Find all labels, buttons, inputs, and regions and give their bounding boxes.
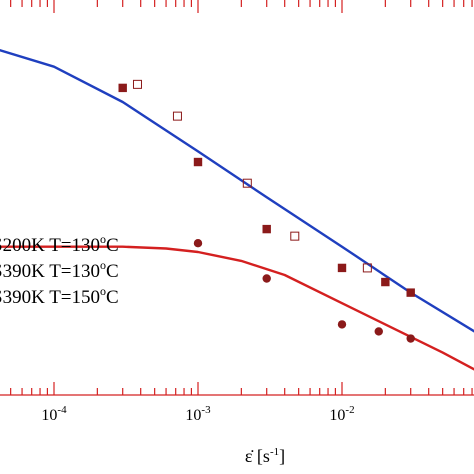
- x-tick-labels: 10-410-310-210-1: [41, 404, 474, 424]
- data-point-square-open: [242, 178, 252, 188]
- data-point-circle: [193, 239, 203, 248]
- legend-entry-2: S390K T=130oC: [0, 258, 119, 282]
- legend-entry-3: S390K T=150oC: [0, 284, 119, 308]
- data-point-circle: [337, 320, 347, 329]
- x-tick-label: 10-4: [41, 404, 67, 424]
- fit-curves: [0, 49, 474, 371]
- legend-entry-1: S200K T=130oC: [0, 232, 119, 256]
- data-point-square-open: [362, 263, 372, 273]
- fit-curve-2: [0, 245, 474, 371]
- fit-curve-1: [0, 49, 474, 333]
- data-points: [118, 79, 415, 343]
- data-point-square-open: [132, 79, 142, 89]
- data-point-circle: [262, 274, 271, 283]
- data-point-circle: [374, 327, 383, 336]
- x-tick-label: 10-2: [329, 404, 354, 424]
- x-axis-label: ε̇ [s-1]: [245, 446, 285, 466]
- data-point-square-filled: [193, 157, 203, 167]
- data-point-square-filled: [381, 277, 390, 287]
- data-point-square-filled: [406, 288, 415, 297]
- data-point-square-open: [172, 111, 182, 121]
- data-point-circle: [406, 334, 415, 343]
- x-tick-label: 10-3: [185, 404, 211, 424]
- data-point-square-open: [290, 231, 300, 241]
- data-point-square-filled: [262, 224, 271, 234]
- axis-ticks: [0, 0, 474, 396]
- data-point-square-filled: [118, 83, 127, 93]
- data-point-square-filled: [337, 263, 347, 273]
